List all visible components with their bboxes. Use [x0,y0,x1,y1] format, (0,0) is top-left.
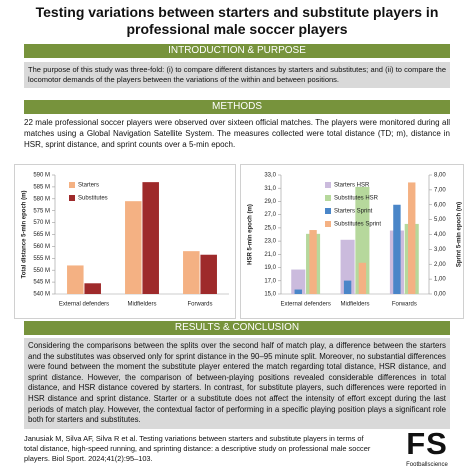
y-tick-label: 575 M [33,208,50,214]
y-tick-label: 540 M [33,292,50,298]
y2-tick-label: 6,00 [434,202,446,208]
bar [183,251,200,294]
y-axis-label: Total distance 5-min epoch (m) [22,191,28,279]
section-text: The purpose of this study was three-fold… [24,62,450,88]
y-tick-label: 545 M [33,280,50,286]
bar [200,254,217,294]
bar [358,262,367,294]
y-tick-label: 550 M [33,268,50,274]
y2-tick-label: 2,00 [434,262,446,268]
y2-tick-label: 0,00 [434,292,446,298]
page-title: Testing variations between starters and … [35,4,439,37]
x-tick-label: Midfielders [127,302,156,308]
y2-tick-label: 4,00 [434,232,446,238]
y-tick-label: 585 M [33,184,50,190]
y-tick-label: 580 M [33,196,50,202]
y2-tick-label: 8,00 [434,173,446,179]
y-tick-label: 555 M [33,256,50,262]
y2-tick-label: 3,00 [434,247,446,253]
legend-key [69,182,75,188]
legend-key [69,195,75,201]
logo-mark: FS [406,426,448,461]
y2-tick-label: 5,00 [434,217,446,223]
x-tick-label: External defenders [280,302,330,308]
section-heading: RESULTS & CONCLUSION [24,321,450,335]
y-tick-label: 21,0 [264,252,276,258]
y-tick-label: 19,0 [264,265,276,271]
y-axis-label: HSR 5-min epoch (m) [248,204,254,265]
legend-label: Starters HSR [334,183,370,189]
legend-label: Starters Sprint [334,209,373,215]
x-tick-label: Forwards [392,302,417,308]
bar [309,230,317,294]
chart: 15,0 17,0 19,0 21,0 23,0 25,0 27,0 29,0 31,0 33,0… [240,164,464,319]
logo-name: Footballscience [406,462,448,468]
bar [125,201,142,294]
y-tick-label: 31,0 [264,186,276,192]
x-tick-label: External defenders [59,302,109,308]
x-tick-label: Forwards [187,302,212,308]
bar [294,289,302,294]
y-tick-label: 15,0 [264,292,276,298]
section-text: 22 male professional soccer players were… [24,118,450,149]
bar [291,269,306,294]
bar [393,204,401,294]
legend-label: Substitutes Sprint [334,222,381,228]
bar [408,182,416,294]
legend-label: Substitutes [78,196,108,202]
legend-label: Starters [78,183,99,189]
section-text: Considering the comparisons between the … [24,338,450,429]
y-tick-label: 29,0 [264,199,276,205]
bar [67,265,84,294]
legend-label: Substitutes HSR [334,196,379,202]
bar [84,283,101,294]
y2-axis-label: Sprint 5-min epoch (m) [457,202,463,267]
legend-key [325,182,331,188]
y-tick-label: 17,0 [264,278,276,284]
y-tick-label: 560 M [33,244,50,250]
y-tick-label: 570 M [33,220,50,226]
y2-tick-label: 7,00 [434,187,446,193]
legend-key [325,221,331,227]
y-tick-label: 33,0 [264,173,276,179]
legend-key [325,195,331,201]
y-tick-label: 27,0 [264,212,276,218]
bar [142,182,159,294]
legend-key [325,208,331,214]
bar [343,280,352,294]
bar [340,239,355,294]
section-heading: METHODS [24,100,450,114]
y-tick-label: 23,0 [264,239,276,245]
x-tick-label: Midfielders [340,302,369,308]
section-heading: INTRODUCTION & PURPOSE [24,44,450,58]
citation: Janusiak M, Silva AF, Silva R et al. Tes… [24,434,371,463]
y-tick-label: 25,0 [264,225,276,231]
y-tick-label: 565 M [33,232,50,238]
y2-tick-label: 1,00 [434,277,446,283]
y-tick-label: 590 M [33,173,50,179]
chart: 540 M 545 M 550 M 555 M 560 M 565 M 570 M 575 M… [14,164,236,319]
